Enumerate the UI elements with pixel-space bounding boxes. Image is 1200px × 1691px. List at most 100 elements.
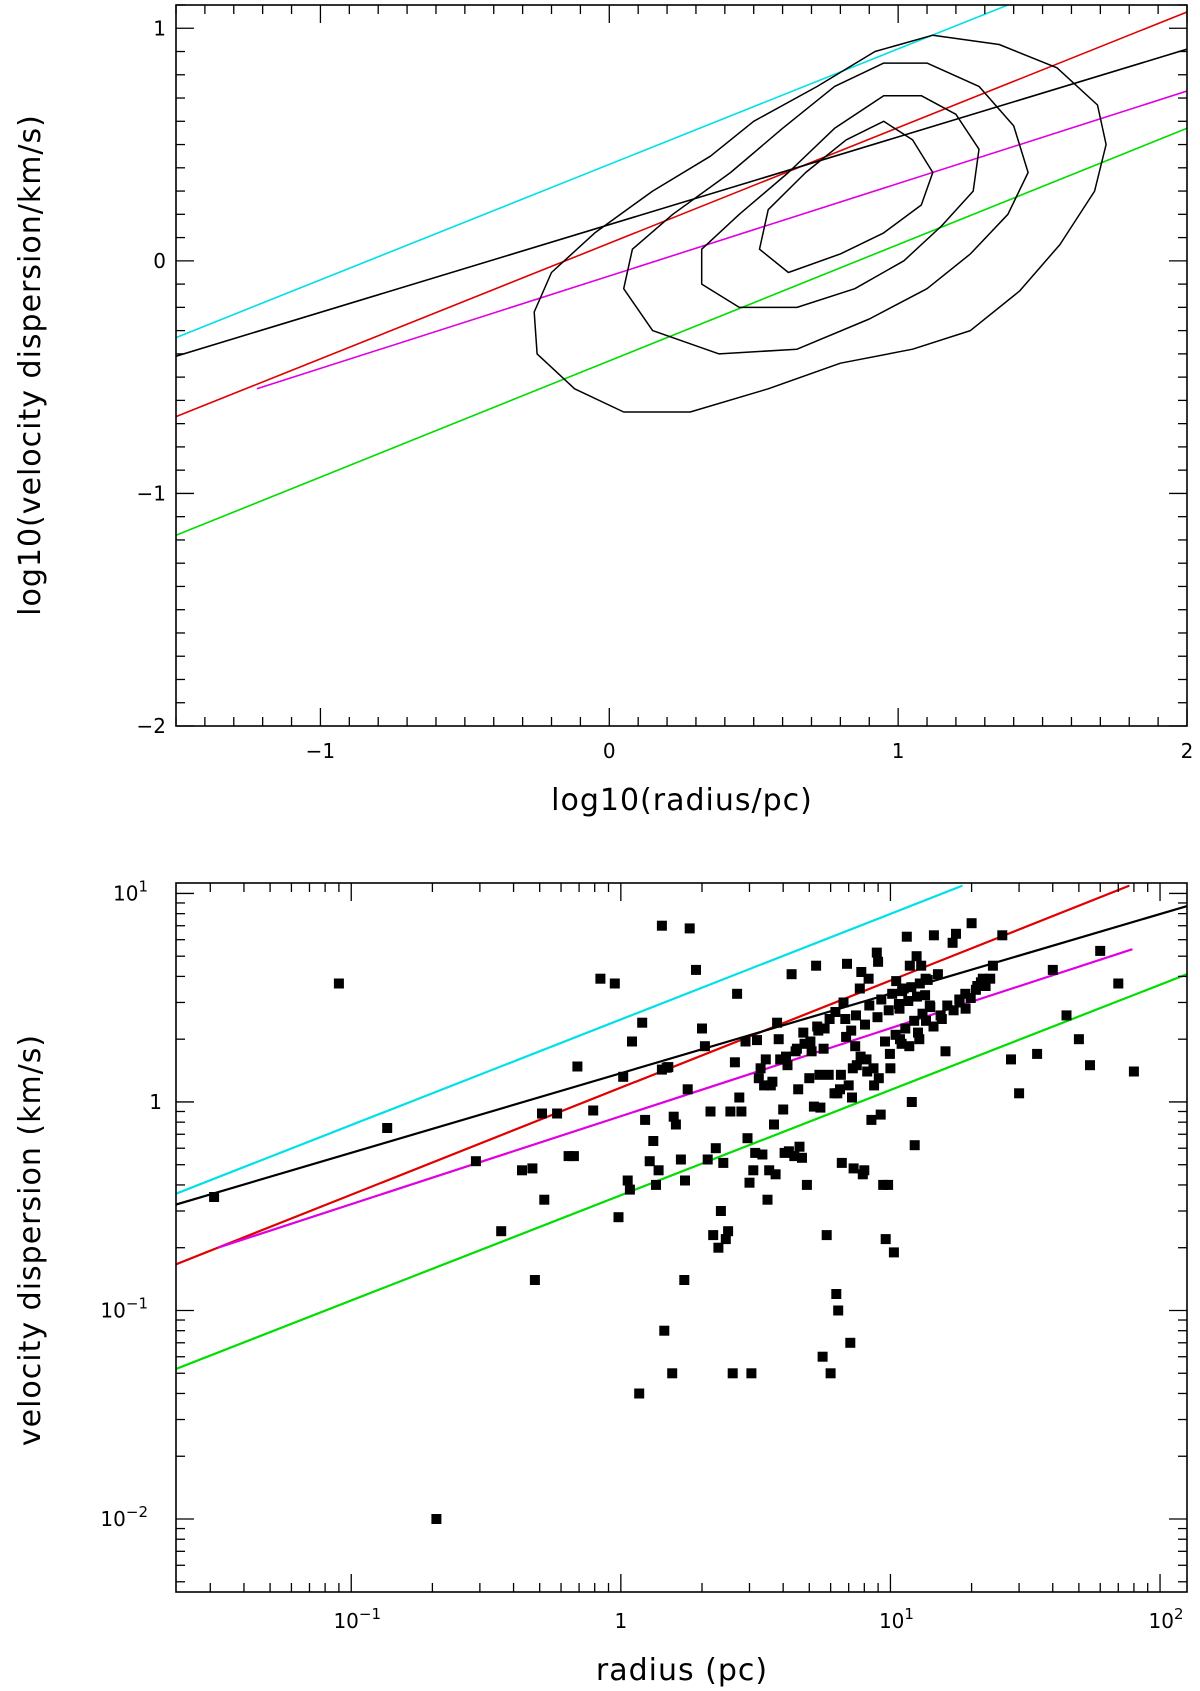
data-point xyxy=(906,982,917,993)
top-y-tick-label: 1 xyxy=(153,16,166,40)
data-point xyxy=(732,988,743,999)
data-point xyxy=(815,1102,826,1113)
data-point xyxy=(725,1106,736,1117)
data-point xyxy=(841,1031,852,1042)
data-point xyxy=(818,1043,829,1054)
data-point xyxy=(866,1114,877,1125)
data-point xyxy=(873,1073,884,1084)
data-point xyxy=(880,1036,890,1047)
data-point xyxy=(960,988,971,999)
data-point xyxy=(885,1063,896,1074)
data-point xyxy=(1014,1088,1025,1099)
data-point xyxy=(914,1034,925,1045)
data-point xyxy=(705,1106,716,1117)
data-point xyxy=(808,1101,819,1112)
data-point xyxy=(702,1154,713,1165)
data-point xyxy=(1032,1048,1043,1059)
data-point xyxy=(960,1003,971,1014)
data-point xyxy=(913,1027,923,1038)
data-point xyxy=(1073,1034,1084,1045)
data-point xyxy=(880,1234,891,1245)
data-point xyxy=(1113,978,1124,989)
data-point xyxy=(1095,945,1106,956)
data-point xyxy=(659,1325,670,1336)
data-point xyxy=(668,1111,679,1122)
data-point xyxy=(644,1156,655,1167)
data-point xyxy=(906,1097,917,1107)
data-point xyxy=(819,1023,830,1034)
data-point xyxy=(922,974,933,985)
data-point xyxy=(568,1151,579,1162)
data-point xyxy=(854,983,865,994)
data-point xyxy=(872,1012,883,1023)
data-point xyxy=(860,1019,870,1030)
data-point xyxy=(209,1192,220,1202)
data-point xyxy=(772,1017,783,1028)
data-point xyxy=(825,1368,836,1379)
data-point xyxy=(842,958,852,969)
data-point xyxy=(901,931,912,942)
data-point xyxy=(786,969,797,980)
data-point xyxy=(742,1133,753,1144)
data-point xyxy=(954,997,965,1008)
top-series-line-cyan xyxy=(176,5,1009,339)
data-point xyxy=(746,1368,757,1379)
data-point xyxy=(634,1388,645,1399)
data-point xyxy=(729,1057,740,1068)
data-point xyxy=(888,1247,899,1258)
data-point xyxy=(382,1123,393,1133)
top-series-line-green xyxy=(176,127,1187,537)
data-point xyxy=(951,928,961,939)
data-point xyxy=(744,1177,755,1188)
data-point xyxy=(552,1108,563,1119)
data-point xyxy=(770,1169,781,1180)
data-point xyxy=(691,964,701,975)
data-point xyxy=(887,988,898,999)
data-point xyxy=(789,1151,800,1162)
data-point xyxy=(897,986,908,997)
bottom-x-tick-label: 102 xyxy=(1149,1605,1184,1633)
data-point xyxy=(670,1119,681,1130)
data-point xyxy=(980,981,991,991)
data-point xyxy=(790,1046,801,1057)
data-point xyxy=(904,1041,915,1052)
data-point xyxy=(782,1060,793,1071)
data-point xyxy=(965,993,976,1003)
data-point xyxy=(627,1036,637,1047)
data-point xyxy=(708,1230,719,1241)
data-point xyxy=(875,1109,886,1120)
data-point xyxy=(750,1147,761,1158)
data-point xyxy=(921,1015,931,1026)
top-series-line-black xyxy=(176,48,1187,357)
data-point xyxy=(806,1046,817,1057)
data-point xyxy=(757,1149,768,1160)
bottom-series-line-red xyxy=(176,884,1130,1266)
data-point xyxy=(588,1105,599,1116)
data-point xyxy=(769,1119,779,1130)
top-y-axis-title: log10(velocity dispersion/km/s) xyxy=(13,114,48,616)
data-point xyxy=(734,1092,745,1103)
data-point xyxy=(864,1000,875,1011)
data-point xyxy=(920,990,931,1001)
data-point xyxy=(715,1206,726,1216)
bottom-y-tick-label: 10−1 xyxy=(100,1294,148,1322)
data-point xyxy=(891,976,902,987)
data-point xyxy=(740,1036,751,1047)
data-point xyxy=(656,920,667,931)
data-point xyxy=(909,1015,920,1026)
data-point xyxy=(736,1106,747,1117)
data-point xyxy=(748,1165,759,1176)
data-point xyxy=(470,1156,481,1167)
data-point xyxy=(767,1076,778,1087)
top-x-tick-label: 2 xyxy=(1181,739,1194,763)
data-point xyxy=(613,1212,624,1223)
top-x-tick-label: 1 xyxy=(892,739,905,763)
data-point xyxy=(911,951,922,962)
data-point xyxy=(622,1175,633,1186)
data-point xyxy=(851,1010,861,1021)
data-point xyxy=(916,960,927,971)
data-point xyxy=(830,1007,841,1017)
data-point xyxy=(773,1034,784,1045)
data-point xyxy=(752,1035,762,1046)
data-point xyxy=(942,1000,953,1011)
